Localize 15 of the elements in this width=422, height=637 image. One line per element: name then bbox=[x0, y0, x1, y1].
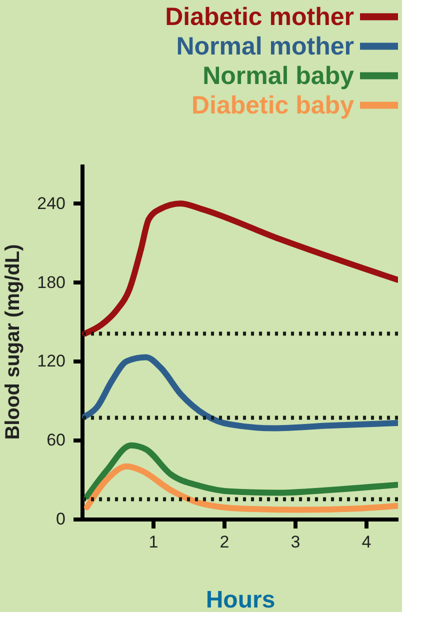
y-tick-label: 240 bbox=[37, 194, 66, 213]
legend-label: Normal baby bbox=[202, 62, 354, 90]
legend-label: Normal mother bbox=[176, 32, 354, 60]
legend-label: Diabetic mother bbox=[165, 2, 354, 31]
x-tick-label: 3 bbox=[290, 532, 300, 552]
y-tick-label: 60 bbox=[46, 430, 66, 450]
x-tick-label: 4 bbox=[362, 532, 372, 552]
x-axis-title: Hours bbox=[206, 586, 276, 614]
legend-label: Diabetic baby bbox=[191, 91, 354, 120]
y-tick-label: 180 bbox=[37, 272, 66, 292]
y-tick-label: 120 bbox=[37, 352, 66, 371]
y-tick-label: 0 bbox=[56, 510, 66, 528]
x-tick-label: 1 bbox=[148, 532, 158, 552]
x-tick-label: 2 bbox=[220, 532, 230, 552]
y-axis-title: Blood sugar (mg/dL) bbox=[2, 244, 24, 440]
